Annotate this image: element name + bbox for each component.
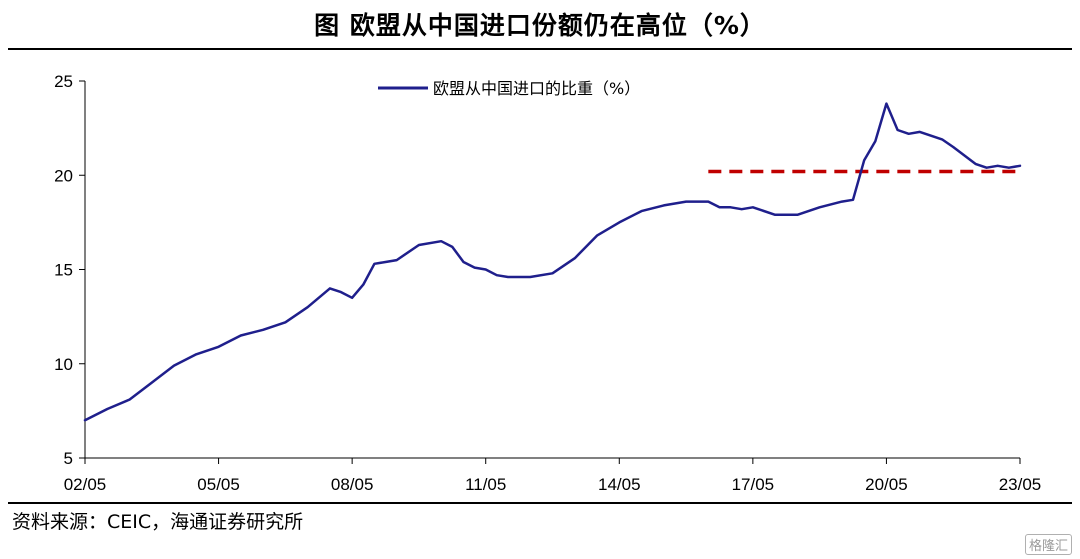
title-divider xyxy=(8,48,1072,50)
legend-label: 欧盟从中国进口的比重（%） xyxy=(433,79,640,98)
x-tick-label: 17/05 xyxy=(732,475,775,494)
series-line xyxy=(83,102,1022,422)
footer-divider xyxy=(8,502,1072,504)
x-tick-label: 11/05 xyxy=(465,475,506,494)
axes: 5 10 15 20 25 02/05 05/05 08/05 11/05 14/05 17/05 2… xyxy=(54,72,1041,494)
x-tick-label: 02/05 xyxy=(64,475,107,494)
y-tick-label: 10 xyxy=(54,355,73,374)
series-group xyxy=(83,102,1022,422)
source-note: 资料来源：CEIC，海通证券研究所 xyxy=(12,511,304,533)
x-tick-label: 20/05 xyxy=(865,475,908,494)
x-tick-label: 05/05 xyxy=(197,475,240,494)
x-tick-label: 08/05 xyxy=(331,475,374,494)
watermark-logo: 格隆汇 xyxy=(1024,534,1072,555)
y-tick-label: 25 xyxy=(54,72,73,91)
y-tick-label: 5 xyxy=(64,449,73,468)
y-tick-label: 20 xyxy=(54,166,73,185)
legend: 欧盟从中国进口的比重（%） xyxy=(378,79,640,98)
chart-title: 图 欧盟从中国进口份额仍在高位（%） xyxy=(314,11,766,40)
y-tick-label: 15 xyxy=(54,261,73,280)
x-tick-label: 23/05 xyxy=(999,475,1042,494)
x-tick-label: 14/05 xyxy=(598,475,641,494)
